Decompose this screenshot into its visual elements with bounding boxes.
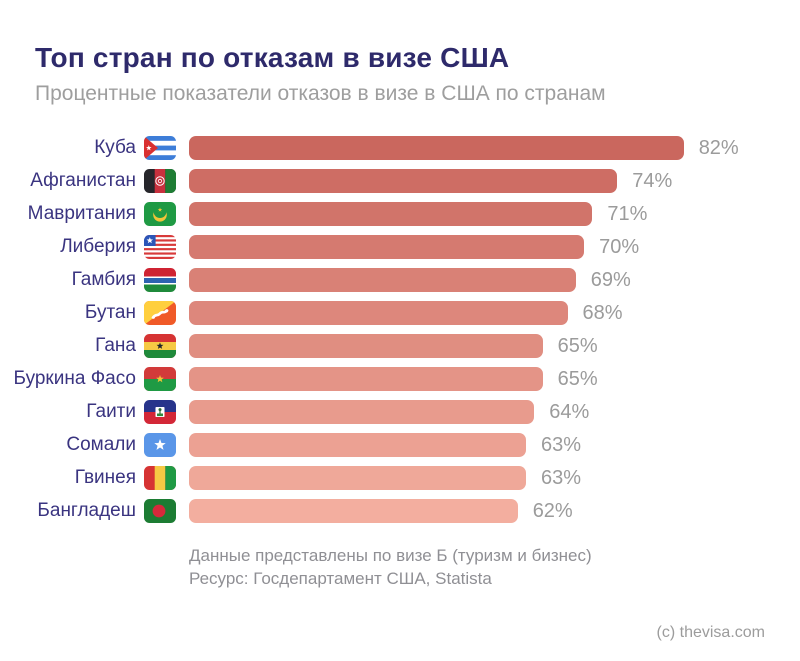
bar — [189, 235, 585, 259]
flag-cuba-icon — [144, 136, 176, 160]
value-label: 69% — [590, 268, 631, 291]
country-label: Гвинея — [74, 467, 136, 488]
chart-row: Сомали 63% — [0, 433, 800, 457]
country-label: Мавритания — [27, 203, 136, 224]
bar — [189, 334, 543, 358]
country-label: Гаити — [86, 401, 136, 422]
country-label: Афганистан — [30, 170, 136, 191]
copyright-text: (c) thevisa.com — [656, 624, 765, 641]
country-label: Бутан — [84, 302, 136, 323]
country-label: Куба — [94, 137, 136, 158]
country-label: Гана — [95, 335, 136, 356]
bar — [189, 169, 618, 193]
value-label: 82% — [698, 136, 739, 159]
country-label: Буркина Фасо — [13, 368, 136, 389]
chart-notes: Данные представлены по визе Б (туризм и … — [189, 544, 592, 590]
chart-row: Гвинея 63% — [0, 466, 800, 490]
chart-row: Гана 65% — [0, 334, 800, 358]
country-label: Сомали — [66, 434, 136, 455]
chart-title: Топ стран по отказам в визе США — [35, 42, 510, 73]
note-visa-type: Данные представлены по визе Б (туризм и … — [189, 546, 592, 565]
chart-subtitle: Процентные показатели отказов в визе в С… — [35, 82, 606, 105]
value-label: 65% — [557, 367, 598, 390]
value-label: 71% — [607, 202, 648, 225]
chart-row: Гаити 64% — [0, 400, 800, 424]
flag-liberia-icon — [144, 235, 176, 259]
flag-mauritania-icon — [144, 202, 176, 226]
chart-row: Бангладеш 62% — [0, 499, 800, 523]
value-label: 68% — [582, 301, 623, 324]
bar — [189, 400, 535, 424]
flag-burkina-faso-icon — [144, 367, 176, 391]
value-label: 62% — [532, 499, 573, 522]
flag-gambia-icon — [144, 268, 176, 292]
flag-ghana-icon — [144, 334, 176, 358]
chart-row: Мавритания 71% — [0, 202, 800, 226]
note-source: Ресурс: Госдепартамент США, Statista — [189, 569, 492, 588]
country-label: Бангладеш — [37, 500, 136, 521]
flag-bangladesh-icon — [144, 499, 176, 523]
value-label: 70% — [599, 235, 640, 258]
bar — [189, 367, 543, 391]
chart-row: Либерия 70% — [0, 235, 800, 259]
bar — [189, 499, 518, 523]
country-label: Гамбия — [71, 269, 136, 290]
flag-haiti-icon — [144, 400, 176, 424]
flag-guinea-icon — [144, 466, 176, 490]
flag-bhutan-icon — [144, 301, 176, 325]
value-label: 64% — [549, 400, 590, 423]
flag-somalia-icon — [144, 433, 176, 457]
chart-row: Куба 82% — [0, 136, 800, 160]
chart-row: Буркина Фасо 65% — [0, 367, 800, 391]
bar — [189, 268, 576, 292]
value-label: 74% — [632, 169, 673, 192]
bar — [189, 301, 568, 325]
value-label: 63% — [541, 466, 582, 489]
chart-row: Гамбия 69% — [0, 268, 800, 292]
bar — [189, 136, 684, 160]
bar — [189, 433, 526, 457]
country-label: Либерия — [60, 236, 136, 257]
bar — [189, 466, 526, 490]
bar — [189, 202, 593, 226]
value-label: 63% — [541, 433, 582, 456]
chart-row: Бутан 68% — [0, 301, 800, 325]
value-label: 65% — [557, 334, 598, 357]
bar-chart: Куба 82% Афганистан 74% Мавритания 71% Либе… — [0, 136, 800, 532]
flag-afghanistan-icon — [144, 169, 176, 193]
chart-row: Афганистан 74% — [0, 169, 800, 193]
